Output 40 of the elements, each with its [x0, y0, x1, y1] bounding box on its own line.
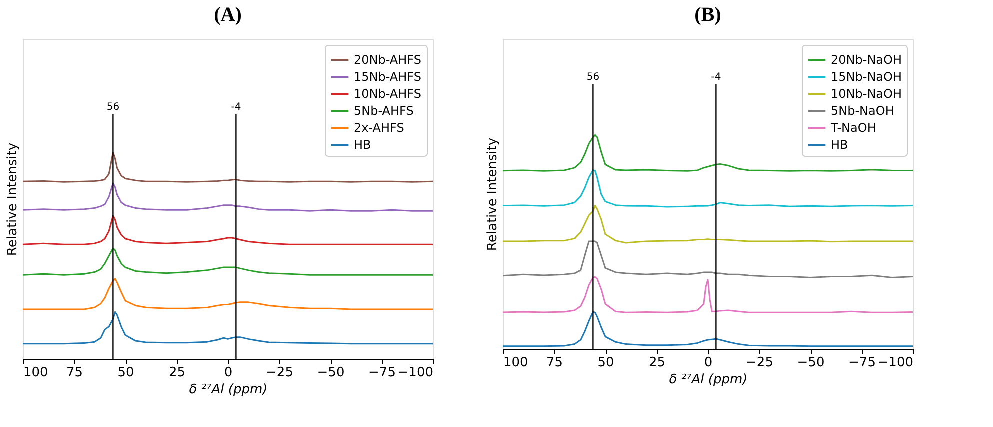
x-tick-label: 50 — [118, 366, 134, 380]
x-tick-label: 0 — [224, 366, 233, 380]
x-tick-label: −25 — [746, 356, 774, 370]
chart-title: (B) — [694, 4, 722, 26]
legend-label: 2x-AHFS — [354, 121, 404, 135]
legend-label: 5Nb-AHFS — [354, 104, 414, 118]
x-tick-label: 100 — [24, 366, 48, 380]
legend-label: 20Nb-NaOH — [831, 53, 902, 67]
x-tick-label: −50 — [317, 366, 345, 380]
legend-label: 10Nb-NaOH — [831, 87, 902, 101]
x-tick-label: −75 — [368, 366, 396, 380]
x-tick-label: 25 — [168, 366, 186, 380]
legend-label: T-NaOH — [830, 121, 876, 135]
legend-label: HB — [831, 138, 848, 152]
x-axis-title: δ ²⁷Al (ppm) — [189, 382, 268, 398]
legend-label: 5Nb-NaOH — [831, 104, 894, 118]
x-tick-label: 25 — [648, 356, 666, 370]
x-tick-label: −50 — [797, 356, 825, 370]
x-tick-label: −100 — [398, 366, 434, 380]
x-tick-label: 50 — [598, 356, 614, 370]
legend-label: 15Nb-AHFS — [354, 70, 422, 84]
x-tick-label: 75 — [546, 356, 564, 370]
x-tick-label: −25 — [266, 366, 294, 380]
ref-line-label: 56 — [106, 102, 120, 113]
x-axis-title: δ ²⁷Al (ppm) — [669, 372, 748, 388]
legend-label: HB — [354, 138, 372, 152]
legend-label: 10Nb-AHFS — [354, 87, 422, 101]
y-axis-title: Relative Intensity — [6, 142, 20, 256]
x-tick-label: 75 — [66, 366, 84, 380]
ref-line-label: -4 — [231, 102, 242, 113]
x-tick-label: −75 — [848, 356, 876, 370]
x-tick-label: 100 — [504, 356, 528, 370]
chart-title: (A) — [214, 4, 242, 26]
legend-label: 15Nb-NaOH — [831, 70, 902, 84]
x-tick-label: 0 — [704, 356, 713, 370]
y-axis-title: Relative Intensity — [486, 138, 500, 252]
ref-line-label: 56 — [586, 72, 600, 83]
x-tick-label: −100 — [878, 356, 914, 370]
ref-line-label: -4 — [711, 72, 722, 83]
legend-label: 20Nb-AHFS — [354, 53, 422, 67]
